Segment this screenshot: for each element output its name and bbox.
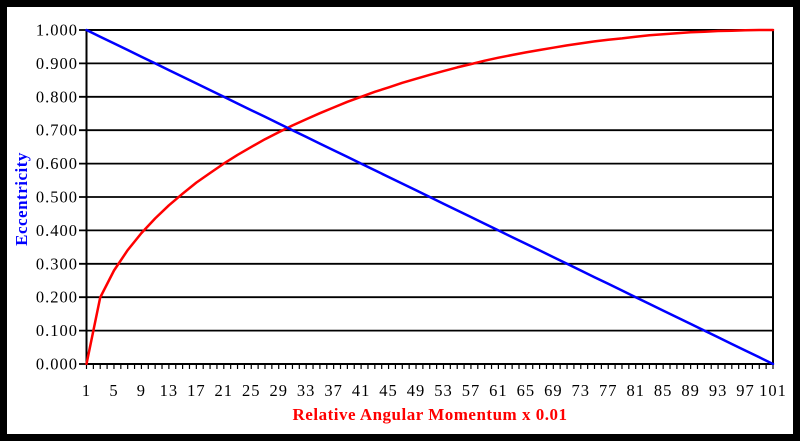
y-tick-label: 0.400 xyxy=(36,221,78,240)
x-tick-label: 101 xyxy=(759,381,787,400)
x-tick-label: 49 xyxy=(407,381,426,400)
y-axis-title: Eccentricity xyxy=(12,152,31,246)
x-tick-label: 29 xyxy=(269,381,288,400)
series-layer xyxy=(85,28,775,366)
x-tick-label: 81 xyxy=(626,381,645,400)
plot-area-border xyxy=(85,29,774,365)
x-tick-label: 57 xyxy=(462,381,481,400)
x-tick-label: 21 xyxy=(215,381,234,400)
x-tick-label: 25 xyxy=(242,381,261,400)
x-tick-label: 53 xyxy=(434,381,453,400)
y-tick-label: 0.800 xyxy=(36,87,78,106)
x-tick-label: 97 xyxy=(736,381,755,400)
x-tick-label: 41 xyxy=(352,381,371,400)
x-tick-label: 89 xyxy=(681,381,700,400)
y-tick-label: 0.300 xyxy=(36,254,78,273)
x-tick-label: 77 xyxy=(599,381,618,400)
series-blue-falling-line xyxy=(85,28,775,366)
y-tick-label: 0.000 xyxy=(36,355,78,374)
x-tick-label: 37 xyxy=(324,381,343,400)
x-tick-label: 17 xyxy=(187,381,206,400)
x-tick-label: 61 xyxy=(489,381,508,400)
x-tick-label: 69 xyxy=(544,381,563,400)
x-tick-label: 33 xyxy=(297,381,316,400)
x-tick-label: 1 xyxy=(82,381,91,400)
y-tick-label: 0.500 xyxy=(36,188,78,207)
x-tick-label: 45 xyxy=(379,381,398,400)
y-tick-label: 0.700 xyxy=(36,121,78,140)
y-tick-label: 0.600 xyxy=(36,154,78,173)
x-tick-label: 93 xyxy=(709,381,728,400)
y-tick-label: 0.100 xyxy=(36,321,78,340)
x-axis-title: Relative Angular Momentum x 0.01 xyxy=(293,405,568,424)
y-tick-label: 0.900 xyxy=(36,54,78,73)
y-tick-label: 1.000 xyxy=(36,21,78,40)
y-tick-label: 0.200 xyxy=(36,288,78,307)
x-tick-label: 65 xyxy=(517,381,536,400)
x-tick-label: 85 xyxy=(654,381,673,400)
tick-layer: 0.000 0.100 0.200 0.300 0.400 0.500 0.600 0.700… xyxy=(36,21,787,401)
series-red-rising-curve xyxy=(85,28,775,366)
x-tick-label: 5 xyxy=(109,381,118,400)
x-tick-label: 73 xyxy=(572,381,591,400)
x-tick-label: 13 xyxy=(160,381,179,400)
x-tick-label: 9 xyxy=(137,381,146,400)
